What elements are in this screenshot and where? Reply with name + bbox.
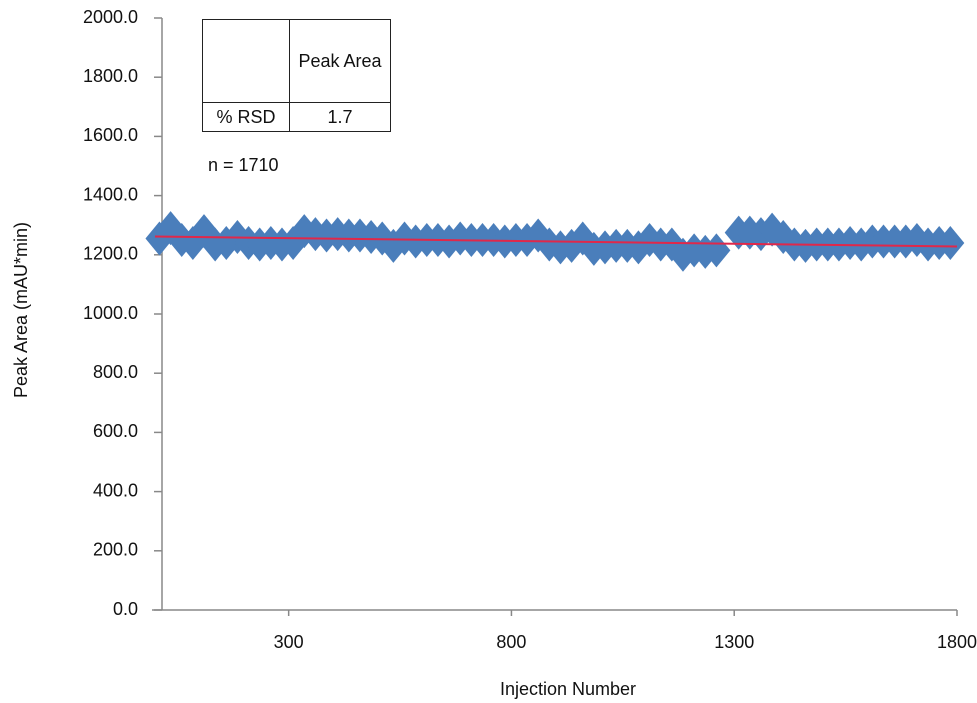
table-value: 1.7 <box>289 102 391 132</box>
y-tick-label: 0.0 <box>113 599 138 619</box>
y-tick-label: 800.0 <box>93 362 138 382</box>
y-tick-label: 1200.0 <box>83 244 138 264</box>
point <box>936 225 965 260</box>
y-tick-label: 200.0 <box>93 540 138 560</box>
point <box>702 233 731 268</box>
x-tick-label: 1300 <box>714 632 754 652</box>
y-tick-label: 1600.0 <box>83 125 138 145</box>
table-header: Peak Area <box>289 19 391 103</box>
y-tick-label: 1000.0 <box>83 303 138 323</box>
inset-table: Peak Area % RSD 1.7 <box>202 19 391 132</box>
x-tick-label: 800 <box>496 632 526 652</box>
y-tick-label: 600.0 <box>93 421 138 441</box>
y-tick-label: 400.0 <box>93 480 138 500</box>
x-tick-label: 300 <box>274 632 304 652</box>
table-row-header: % RSD <box>202 102 290 132</box>
y-tick-label: 1400.0 <box>83 184 138 204</box>
y-tick-label: 2000.0 <box>83 7 138 27</box>
annotation: n = 1710 <box>208 155 279 175</box>
table-cell <box>202 19 290 103</box>
x-tick-label: 1800 <box>937 632 977 652</box>
y-tick-label: 1800.0 <box>83 66 138 86</box>
trendline <box>154 235 958 248</box>
y-axis-title: Peak Area (mAU*min) <box>11 222 31 398</box>
x-axis-title: Injection Number <box>500 679 636 699</box>
